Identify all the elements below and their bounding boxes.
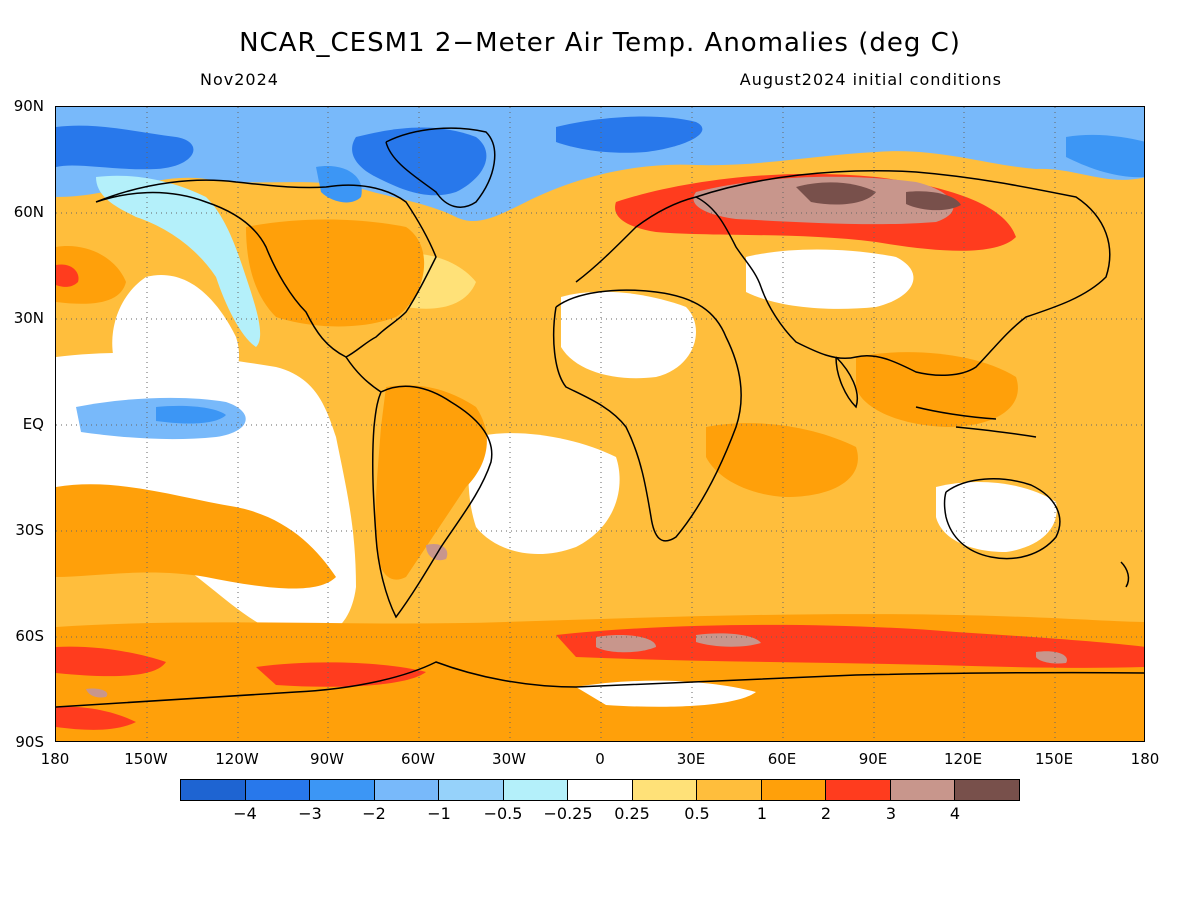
colorbar-label: −3 bbox=[298, 804, 322, 823]
arctic-deep-cold-4 bbox=[1066, 134, 1144, 178]
lon-label-90w: 90W bbox=[310, 750, 344, 768]
antarctic-neutral bbox=[576, 680, 756, 707]
coast-north-america bbox=[95, 179, 437, 358]
graticule bbox=[56, 107, 1144, 741]
colorbar-label: −1 bbox=[427, 804, 451, 823]
siberia-extreme-2 bbox=[906, 191, 961, 211]
lon-label-0: 0 bbox=[595, 750, 605, 768]
alaska-cool-region bbox=[96, 175, 261, 347]
colorbar-cell bbox=[761, 780, 827, 800]
antarctic-red-west bbox=[56, 706, 136, 730]
north-america-warm bbox=[246, 219, 425, 327]
colorbar-cell bbox=[826, 780, 891, 800]
colorbar-cell bbox=[374, 780, 440, 800]
lat-label-60n: 60N bbox=[13, 203, 44, 221]
colorbar-label: −0.5 bbox=[483, 804, 523, 823]
south-pacific-warm bbox=[56, 484, 336, 589]
sahara-neutral bbox=[561, 291, 696, 379]
arctic-deep-cold-1 bbox=[56, 125, 194, 170]
colorbar-label: 1 bbox=[756, 804, 768, 823]
lat-label-30n: 30N bbox=[13, 309, 44, 327]
arctic-deep-cold-2 bbox=[352, 127, 487, 196]
coast-south-america bbox=[371, 385, 493, 619]
lon-label-150w: 150W bbox=[124, 750, 168, 768]
arctic-cold-region bbox=[56, 107, 1144, 221]
colorbar-cell bbox=[310, 780, 375, 800]
hudson-bay-cool bbox=[316, 166, 362, 203]
coast-india bbox=[835, 356, 858, 409]
argentina-hot bbox=[426, 543, 448, 561]
colorbar-cell bbox=[890, 780, 956, 800]
colorbar-label: −0.25 bbox=[543, 804, 593, 823]
coast-central-america bbox=[345, 356, 382, 393]
colorbar-cell bbox=[697, 780, 762, 800]
lon-label-180w: 180 bbox=[40, 750, 70, 768]
lat-label-30s: 30S bbox=[15, 521, 44, 539]
lon-label-60e: 60E bbox=[767, 750, 797, 768]
colorbar-cell bbox=[632, 780, 698, 800]
colorbar-label: −4 bbox=[233, 804, 257, 823]
arctic-deep-cold-3 bbox=[556, 116, 703, 153]
southern-ocean-brown-1 bbox=[596, 635, 656, 653]
australia-neutral bbox=[936, 482, 1057, 552]
lon-label-180e: 180 bbox=[1130, 750, 1160, 768]
lon-label-90e: 90E bbox=[858, 750, 888, 768]
antarctic-brown-west bbox=[86, 688, 108, 698]
colorbar-cell bbox=[955, 780, 1019, 800]
lon-label-60w: 60W bbox=[401, 750, 435, 768]
lat-label-60s: 60S bbox=[15, 627, 44, 645]
chart-title: NCAR_CESM1 2−Meter Air Temp. Anomalies (… bbox=[239, 28, 961, 58]
lon-label-30e: 30E bbox=[676, 750, 706, 768]
initial-conditions-label: August2024 initial conditions bbox=[739, 70, 1002, 89]
central-asia-neutral bbox=[746, 249, 914, 309]
coast-europe bbox=[575, 196, 762, 288]
maritime-continent-warm bbox=[856, 352, 1018, 427]
colorbar-label: 2 bbox=[820, 804, 832, 823]
colorbar-label: 3 bbox=[885, 804, 897, 823]
colorbar-cell bbox=[439, 780, 504, 800]
coast-greenland bbox=[385, 127, 496, 208]
colorbar-label: 0.25 bbox=[614, 804, 650, 823]
colorbar-cell bbox=[245, 780, 311, 800]
colorbar-cell bbox=[181, 780, 246, 800]
anomaly-map bbox=[55, 106, 1145, 742]
lon-label-120w: 120W bbox=[215, 750, 259, 768]
south-america-warm bbox=[375, 385, 487, 580]
coast-antarctica bbox=[56, 661, 1144, 708]
indian-ocean-warm bbox=[706, 423, 858, 497]
coast-indonesia bbox=[915, 406, 1037, 438]
southern-ocean-brown-3 bbox=[1036, 651, 1067, 664]
southern-ocean-brown-2 bbox=[696, 633, 761, 647]
lat-label-90n: 90N bbox=[13, 97, 44, 115]
north-pacific-warm bbox=[56, 246, 126, 304]
anomaly-map-svg bbox=[56, 107, 1144, 741]
coast-australia bbox=[943, 478, 1061, 560]
lon-label-120e: 120E bbox=[943, 750, 983, 768]
lat-label-eq: EQ bbox=[22, 415, 44, 433]
equatorial-pacific-cool-core bbox=[156, 405, 226, 424]
colorbar-cell bbox=[503, 780, 569, 800]
lon-label-30w: 30W bbox=[492, 750, 526, 768]
colorbar-label: 4 bbox=[949, 804, 961, 823]
southern-ocean-red-west bbox=[56, 646, 166, 677]
forecast-month: Nov2024 bbox=[200, 70, 279, 89]
coast-new-zealand bbox=[1120, 561, 1130, 588]
colorbar-cell bbox=[568, 780, 633, 800]
coast-asia bbox=[695, 170, 1111, 377]
lon-label-150e: 150E bbox=[1034, 750, 1074, 768]
siberia-extreme bbox=[796, 182, 876, 205]
coastlines bbox=[56, 127, 1144, 708]
lat-label-90s: 90S bbox=[15, 733, 44, 751]
colorbar-label: −2 bbox=[362, 804, 386, 823]
north-pacific-warm-core bbox=[56, 264, 79, 287]
south-atlantic-neutral bbox=[468, 433, 620, 555]
colorbar-label: 0.5 bbox=[684, 804, 710, 823]
colorbar bbox=[180, 779, 1020, 801]
coast-africa bbox=[552, 289, 742, 542]
